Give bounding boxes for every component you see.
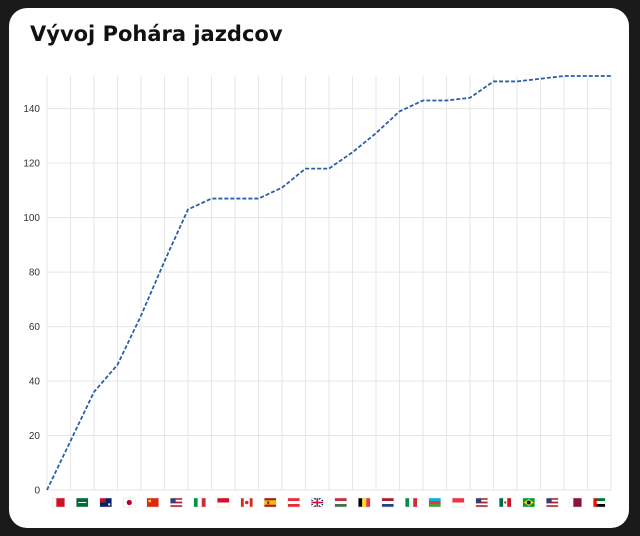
spain-flag-icon <box>264 497 277 508</box>
usa-flag-icon <box>546 497 559 508</box>
uae-flag-icon <box>593 497 606 508</box>
y-tick-label: 140 <box>23 104 40 115</box>
chart-title: Vývoj Pohára jazdcov <box>30 22 283 46</box>
x-axis-flags <box>52 497 606 508</box>
y-axis-ticks: 0 20 40 60 80 100 120 140 <box>23 104 40 496</box>
qatar-flag-icon <box>569 497 582 508</box>
grid-lines <box>46 76 612 491</box>
netherlands-flag-icon <box>381 497 394 508</box>
singapore-flag-icon <box>452 497 465 508</box>
usa-flag-icon <box>170 497 183 508</box>
china-flag-icon <box>146 497 159 508</box>
belgium-flag-icon <box>358 497 371 508</box>
canada-flag-icon <box>240 497 253 508</box>
brazil-flag-icon <box>522 497 535 508</box>
chart-card: Vývoj Pohára jazdcov 0 20 40 60 80 100 120 140 <box>9 8 629 528</box>
y-tick-label: 20 <box>29 431 41 442</box>
uk-flag-icon <box>310 497 324 508</box>
y-tick-label: 120 <box>23 159 40 170</box>
italy-flag-icon <box>405 497 418 508</box>
mexico-flag-icon <box>499 497 512 508</box>
series-layer <box>46 75 611 491</box>
line-chart: 0 20 40 60 80 100 120 140 <box>23 75 612 508</box>
y-tick-label: 100 <box>23 213 40 224</box>
hungary-flag-icon <box>334 497 347 508</box>
y-tick-label: 0 <box>34 486 40 497</box>
series-line <box>46 75 611 491</box>
austria-flag-icon <box>287 497 300 508</box>
usa-flag-icon <box>475 497 488 508</box>
italy-flag-icon <box>193 497 206 508</box>
japan-flag-icon <box>123 497 136 508</box>
australia-flag-icon <box>99 497 112 508</box>
azerbaijan-flag-icon <box>428 497 441 508</box>
monaco-flag-icon <box>217 497 230 508</box>
y-tick-label: 60 <box>29 322 41 333</box>
bahrain-flag-icon <box>52 497 65 508</box>
y-tick-label: 40 <box>29 377 41 388</box>
y-tick-label: 80 <box>29 268 41 279</box>
saudi-arabia-flag-icon <box>76 497 89 508</box>
